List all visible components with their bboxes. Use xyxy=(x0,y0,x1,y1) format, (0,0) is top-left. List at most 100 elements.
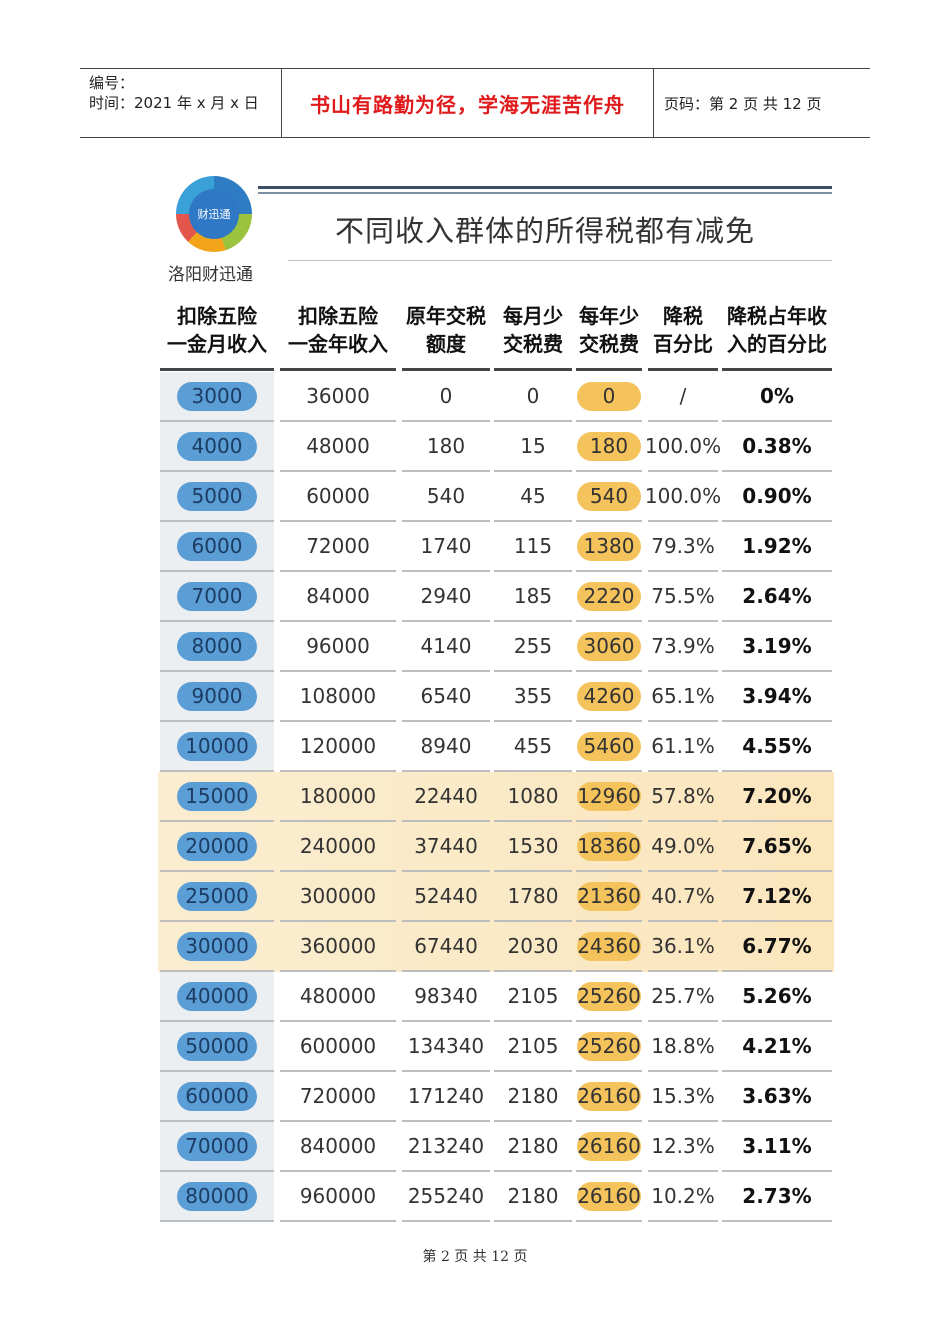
cell-annual-saving: 25260 xyxy=(576,972,642,1022)
tax-infographic: 财迅通 洛阳财迅通 不同收入群体的所得税都有减免 扣除五险 一金月收入 扣除五险 一金… xyxy=(158,168,834,1230)
table-row: 10000 120000 8940 455 5460 61.1% 4.55% xyxy=(158,722,834,772)
table-row: 30000 360000 67440 2030 24360 36.1% 6.77% xyxy=(158,922,834,972)
cell-monthly-income: 30000 xyxy=(160,922,274,972)
cell-annual-saving: 24360 xyxy=(576,922,642,972)
cell-monthly-income: 4000 xyxy=(160,422,274,472)
cell-reduction-percent: 36.1% xyxy=(648,922,718,972)
cell-monthly-saving: 0 xyxy=(494,372,572,422)
cell-original-tax: 213240 xyxy=(402,1122,490,1172)
cell-original-tax: 22440 xyxy=(402,772,490,822)
cell-monthly-income: 25000 xyxy=(160,872,274,922)
cell-reduction-percent: 10.2% xyxy=(648,1172,718,1222)
income-pill: 4000 xyxy=(177,431,257,461)
cell-reduction-share: 4.55% xyxy=(722,722,832,772)
header-underline xyxy=(494,368,572,371)
cell-reduction-share: 7.12% xyxy=(722,872,832,922)
column-header-original-tax: 原年交税 额度 xyxy=(406,304,486,356)
cell-reduction-percent: 79.3% xyxy=(648,522,718,572)
income-pill: 80000 xyxy=(177,1181,257,1211)
table-row: 40000 480000 98340 2105 25260 25.7% 5.26% xyxy=(158,972,834,1022)
cell-original-tax: 98340 xyxy=(402,972,490,1022)
cell-reduction-percent: 15.3% xyxy=(648,1072,718,1122)
cell-annual-income: 84000 xyxy=(280,572,396,622)
cell-original-tax: 2940 xyxy=(402,572,490,622)
table-row: 80000 960000 255240 2180 26160 10.2% 2.73% xyxy=(158,1172,834,1222)
cell-monthly-saving: 255 xyxy=(494,622,572,672)
title-rule-thin xyxy=(258,192,832,194)
cell-monthly-saving: 2105 xyxy=(494,972,572,1022)
income-pill: 3000 xyxy=(177,381,257,411)
saving-pill: 18360 xyxy=(577,831,641,861)
table-row: 9000 108000 6540 355 4260 65.1% 3.94% xyxy=(158,672,834,722)
income-pill: 40000 xyxy=(177,981,257,1011)
cell-reduction-share: 7.65% xyxy=(722,822,832,872)
saving-pill: 25260 xyxy=(577,981,641,1011)
cell-annual-saving: 4260 xyxy=(576,672,642,722)
cell-monthly-saving: 2180 xyxy=(494,1172,572,1222)
cell-reduction-percent: 18.8% xyxy=(648,1022,718,1072)
header-underline xyxy=(402,368,490,371)
income-pill: 8000 xyxy=(177,631,257,661)
cell-reduction-share: 3.94% xyxy=(722,672,832,722)
cell-original-tax: 1740 xyxy=(402,522,490,572)
income-pill: 70000 xyxy=(177,1131,257,1161)
table-row: 4000 48000 180 15 180 100.0% 0.38% xyxy=(158,422,834,472)
cell-monthly-saving: 2180 xyxy=(494,1072,572,1122)
cell-annual-income: 720000 xyxy=(280,1072,396,1122)
cell-monthly-income: 6000 xyxy=(160,522,274,572)
cell-annual-income: 108000 xyxy=(280,672,396,722)
cell-annual-saving: 25260 xyxy=(576,1022,642,1072)
header-underline xyxy=(648,368,718,371)
income-pill: 6000 xyxy=(177,531,257,561)
cell-monthly-income: 50000 xyxy=(160,1022,274,1072)
saving-pill: 2220 xyxy=(577,581,641,611)
cell-monthly-saving: 45 xyxy=(494,472,572,522)
cell-original-tax: 171240 xyxy=(402,1072,490,1122)
cell-monthly-saving: 2180 xyxy=(494,1122,572,1172)
title-underline xyxy=(288,260,832,261)
header-underline xyxy=(160,368,274,371)
table-row: 6000 72000 1740 115 1380 79.3% 1.92% xyxy=(158,522,834,572)
cell-original-tax: 6540 xyxy=(402,672,490,722)
cell-annual-saving: 540 xyxy=(576,472,642,522)
cell-annual-saving: 12960 xyxy=(576,772,642,822)
cell-monthly-saving: 115 xyxy=(494,522,572,572)
cell-monthly-income: 20000 xyxy=(160,822,274,872)
cell-reduction-percent: 25.7% xyxy=(648,972,718,1022)
cell-reduction-percent: 49.0% xyxy=(648,822,718,872)
cell-monthly-saving: 2105 xyxy=(494,1022,572,1072)
cell-annual-income: 300000 xyxy=(280,872,396,922)
table-row: 50000 600000 134340 2105 25260 18.8% 4.21% xyxy=(158,1022,834,1072)
cell-original-tax: 52440 xyxy=(402,872,490,922)
brand-name: 洛阳财迅通 xyxy=(168,265,253,285)
time-label: 时间：2021 年 x 月 x 日 xyxy=(89,94,259,112)
saving-pill: 21360 xyxy=(577,881,641,911)
saving-pill: 0 xyxy=(577,381,641,411)
cell-annual-saving: 18360 xyxy=(576,822,642,872)
cell-annual-saving: 1380 xyxy=(576,522,642,572)
cell-annual-saving: 3060 xyxy=(576,622,642,672)
cell-reduction-percent: 65.1% xyxy=(648,672,718,722)
cell-original-tax: 37440 xyxy=(402,822,490,872)
cell-monthly-income: 15000 xyxy=(160,772,274,822)
cell-reduction-share: 1.92% xyxy=(722,522,832,572)
table-row: 5000 60000 540 45 540 100.0% 0.90% xyxy=(158,472,834,522)
cell-annual-saving: 26160 xyxy=(576,1172,642,1222)
cell-reduction-share: 3.63% xyxy=(722,1072,832,1122)
cell-reduction-share: 3.11% xyxy=(722,1122,832,1172)
cell-monthly-income: 5000 xyxy=(160,472,274,522)
cell-monthly-saving: 2030 xyxy=(494,922,572,972)
income-pill: 25000 xyxy=(177,881,257,911)
table-row: 8000 96000 4140 255 3060 73.9% 3.19% xyxy=(158,622,834,672)
cell-reduction-percent: 100.0% xyxy=(645,472,721,522)
cell-reduction-percent: / xyxy=(648,372,718,422)
cell-annual-income: 36000 xyxy=(280,372,396,422)
cell-reduction-percent: 73.9% xyxy=(648,622,718,672)
cell-annual-income: 360000 xyxy=(280,922,396,972)
header-underline xyxy=(722,368,832,371)
cell-monthly-saving: 1780 xyxy=(494,872,572,922)
header-underline xyxy=(280,368,396,371)
cell-original-tax: 67440 xyxy=(402,922,490,972)
number-label: 编号： xyxy=(89,74,135,92)
cell-annual-saving: 180 xyxy=(576,422,642,472)
